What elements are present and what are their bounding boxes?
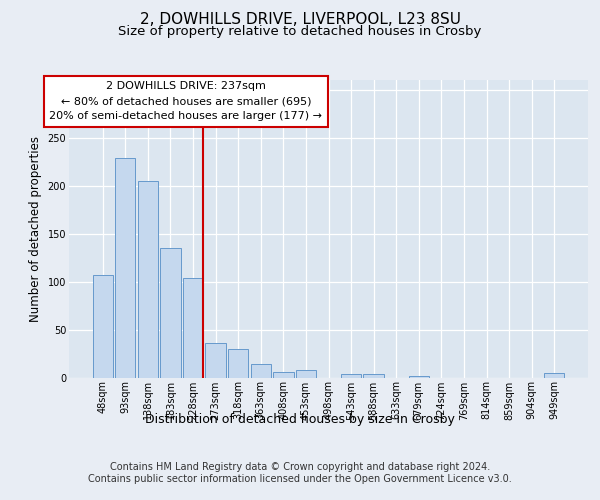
Bar [160, 248, 181, 378]
Bar [273, 372, 293, 378]
Bar [251, 364, 271, 378]
Bar [364, 374, 384, 378]
Y-axis label: Number of detached properties: Number of detached properties [29, 136, 42, 322]
Bar [138, 181, 158, 378]
Bar [341, 374, 361, 378]
Bar [228, 348, 248, 378]
Bar [183, 278, 203, 378]
Bar [92, 275, 113, 378]
Text: Distribution of detached houses by size in Crosby: Distribution of detached houses by size … [145, 412, 455, 426]
Text: Contains public sector information licensed under the Open Government Licence v3: Contains public sector information licen… [88, 474, 512, 484]
Bar [296, 370, 316, 378]
Text: 2 DOWHILLS DRIVE: 237sqm
← 80% of detached houses are smaller (695)
20% of semi-: 2 DOWHILLS DRIVE: 237sqm ← 80% of detach… [49, 82, 322, 121]
Text: 2, DOWHILLS DRIVE, LIVERPOOL, L23 8SU: 2, DOWHILLS DRIVE, LIVERPOOL, L23 8SU [139, 12, 461, 28]
Bar [115, 158, 136, 378]
Bar [409, 376, 429, 378]
Text: Contains HM Land Registry data © Crown copyright and database right 2024.: Contains HM Land Registry data © Crown c… [110, 462, 490, 472]
Text: Size of property relative to detached houses in Crosby: Size of property relative to detached ho… [118, 25, 482, 38]
Bar [205, 343, 226, 378]
Bar [544, 372, 565, 378]
